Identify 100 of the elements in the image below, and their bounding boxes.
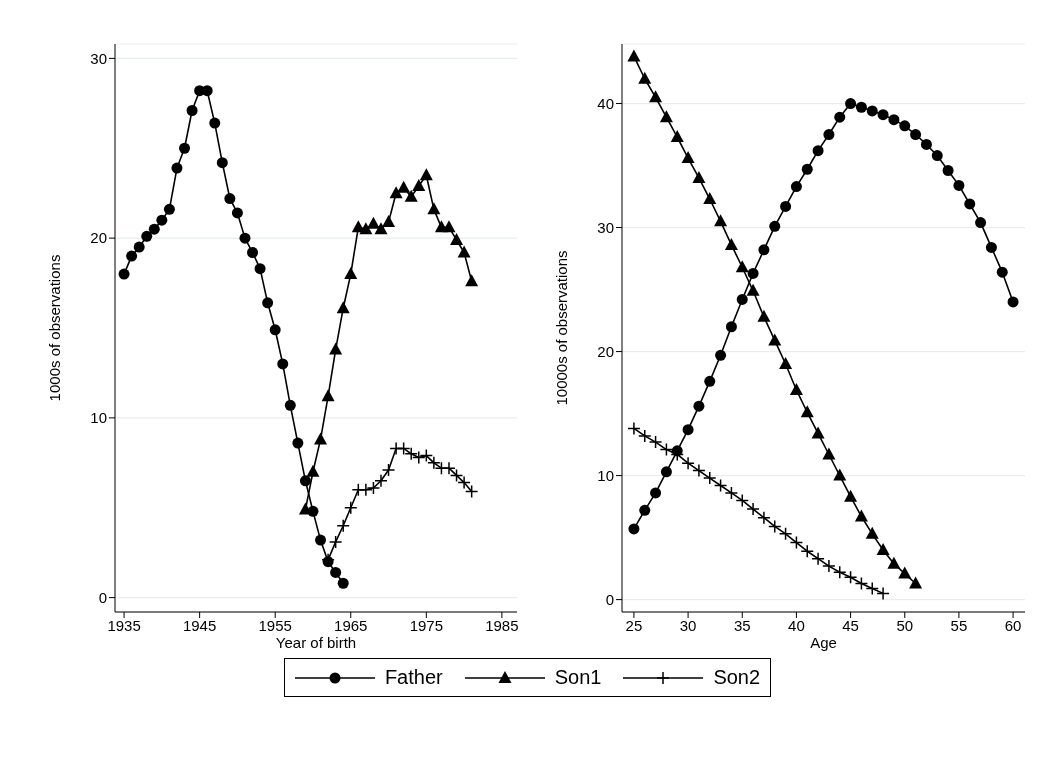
point <box>681 456 695 470</box>
point <box>126 250 138 262</box>
point <box>758 244 770 256</box>
point <box>714 214 728 227</box>
point <box>822 559 836 573</box>
point <box>833 565 847 580</box>
point <box>442 220 456 233</box>
point <box>381 463 396 477</box>
point <box>239 232 251 244</box>
point <box>811 426 825 439</box>
point <box>757 511 771 525</box>
point <box>746 502 760 516</box>
point <box>823 129 835 141</box>
y-tick-label: 20 <box>597 342 614 360</box>
point <box>231 207 243 219</box>
point <box>359 222 373 235</box>
point <box>404 189 418 202</box>
point <box>877 109 889 121</box>
point <box>768 333 782 346</box>
point <box>359 483 373 497</box>
point <box>292 437 304 449</box>
point <box>681 151 695 164</box>
point <box>778 527 793 541</box>
x-tick-label: 1955 <box>258 616 292 634</box>
point <box>789 383 803 396</box>
point <box>374 222 388 235</box>
point <box>638 71 652 84</box>
point <box>801 163 813 175</box>
point <box>768 519 782 534</box>
point <box>216 157 228 169</box>
point <box>247 247 259 259</box>
x-tick-label: 1945 <box>182 616 217 634</box>
y-tick-label: 0 <box>605 590 614 608</box>
point <box>628 523 640 535</box>
point <box>724 486 739 500</box>
point <box>866 105 878 117</box>
x-tick-label: 1965 <box>334 616 368 634</box>
point <box>329 342 343 355</box>
point <box>855 101 867 113</box>
point <box>336 518 350 533</box>
point <box>382 214 396 227</box>
point <box>648 435 663 449</box>
point <box>224 193 236 205</box>
x-tick-label: 45 <box>842 616 859 634</box>
point <box>660 466 672 478</box>
point <box>876 542 890 555</box>
point <box>964 198 976 210</box>
point <box>780 200 792 212</box>
point <box>321 389 335 402</box>
point <box>659 110 673 123</box>
point <box>397 180 411 193</box>
point <box>834 111 846 123</box>
x-axis-title: Year of birth <box>275 634 357 651</box>
point <box>887 556 901 569</box>
y-tick-label: 10 <box>90 409 107 427</box>
point <box>163 203 175 215</box>
y-tick-label: 20 <box>90 229 107 247</box>
point <box>757 309 771 322</box>
y-axis-title: 1000s of observations <box>46 254 64 402</box>
point <box>649 90 663 103</box>
x-tick-label: 30 <box>679 616 697 634</box>
point <box>975 217 987 229</box>
x-tick-label: 1985 <box>485 616 519 634</box>
y-tick-label: 40 <box>597 94 614 112</box>
point <box>412 179 426 191</box>
point <box>670 130 684 143</box>
point <box>284 399 296 411</box>
point <box>450 232 464 245</box>
x-tick-label: 35 <box>733 616 751 634</box>
y-axis-title: 10000s of observations <box>553 250 571 406</box>
point <box>692 170 706 183</box>
y-tick-label: 30 <box>597 218 614 236</box>
point <box>769 220 781 232</box>
point <box>704 375 716 387</box>
point <box>457 245 471 258</box>
point <box>141 230 153 242</box>
point <box>833 468 847 481</box>
point <box>703 192 717 205</box>
point <box>374 474 388 488</box>
point <box>845 98 857 110</box>
x-axis-title: Age <box>810 634 837 651</box>
point <box>715 349 727 361</box>
point <box>865 526 879 539</box>
point <box>800 544 814 558</box>
point <box>843 570 858 585</box>
point <box>735 493 749 508</box>
legend-label: Son2 <box>713 666 761 689</box>
point <box>254 263 266 275</box>
point <box>277 358 289 370</box>
point <box>909 576 923 589</box>
point <box>650 487 662 499</box>
point <box>876 586 890 601</box>
point <box>854 576 869 591</box>
point <box>899 120 911 132</box>
x-tick-label: 50 <box>896 616 914 634</box>
point <box>171 162 183 174</box>
point <box>779 356 793 369</box>
point <box>747 267 759 279</box>
x-tick-label: 25 <box>625 616 643 634</box>
point <box>118 268 130 280</box>
